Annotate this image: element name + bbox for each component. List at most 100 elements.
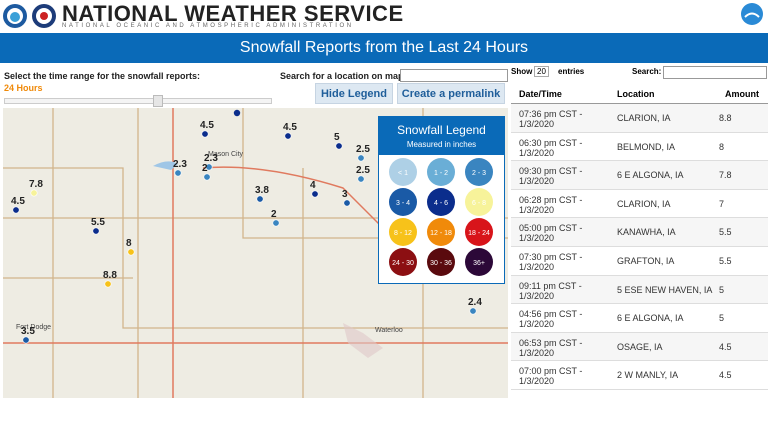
- map-marker: [12, 206, 20, 214]
- table-cell: 4.5: [719, 370, 732, 381]
- table-cell: OSAGE, IA: [617, 341, 663, 352]
- table-cell: 05:00 pm CST - 1/3/2020: [519, 223, 583, 244]
- map-marker: [233, 109, 241, 117]
- marker-label: 3: [342, 189, 348, 200]
- marker-label: 2: [202, 163, 208, 174]
- marker-label: 2.5: [356, 165, 370, 176]
- place-label: Fort Dodge: [16, 324, 51, 331]
- table-search[interactable]: [663, 66, 767, 79]
- table-cell: 5.5: [719, 255, 732, 266]
- legend-subtitle: Measured in inches: [406, 140, 477, 149]
- legend-swatch: [465, 248, 493, 276]
- legend-swatch: [465, 158, 493, 186]
- permalink-button[interactable]: Create a permalink: [397, 83, 505, 104]
- table-row: 09:11 pm CST - 1/3/2020 5 ESE NEW HAVEN, …: [511, 275, 768, 305]
- table-cell: 07:36 pm CST - 1/3/2020: [519, 109, 583, 129]
- table-row: 07:30 pm CST - 1/3/2020 GRAFTON, IA 5.5: [511, 247, 768, 276]
- range-track: [4, 98, 272, 104]
- legend-label: 4 - 6: [434, 200, 448, 207]
- place-label: Waterloo: [375, 327, 403, 334]
- table-cell: 7: [719, 198, 725, 209]
- map-marker: [343, 199, 351, 207]
- legend-title: Snowfall Legend: [397, 123, 486, 137]
- map-marker: [92, 227, 100, 235]
- range-value: 24 Hours: [4, 83, 43, 93]
- table-cell: 6 E ALGONA, IA: [617, 313, 684, 324]
- page-size-select[interactable]: 20: [534, 66, 549, 77]
- table-row: 04:56 pm CST - 1/3/2020 6 E ALGONA, IA 5: [511, 304, 768, 333]
- legend-label: 30 - 36: [430, 260, 452, 267]
- show-label: Show: [511, 67, 533, 76]
- map-marker: [174, 169, 182, 177]
- table-cell: 5 ESE NEW HAVEN, IA: [617, 284, 713, 295]
- table-cell: 6 E ALGONA, IA: [617, 170, 684, 181]
- table-cell: 06:30 pm CST - 1/3/2020: [519, 137, 583, 158]
- legend-swatch: [389, 218, 417, 246]
- table-cell: GRAFTON, IA: [617, 255, 675, 266]
- table-cell: 7.8: [719, 170, 732, 181]
- map-marker: [104, 280, 112, 288]
- legend-label: 18 - 24: [468, 230, 490, 237]
- hide-legend-button[interactable]: Hide Legend: [315, 83, 393, 104]
- legend-swatch: [427, 218, 455, 246]
- legend-label: 12 - 18: [430, 230, 452, 237]
- legend-label: 3 - 4: [396, 200, 410, 207]
- legend-swatches: < 1 1 - 2 2 - 3 3 - 4 4 - 6 6 - 8 8 - 12 12 - 1…: [389, 158, 493, 276]
- map-marker: [22, 336, 30, 344]
- map-marker: [201, 130, 209, 138]
- search-label: Search:: [632, 67, 662, 76]
- logos: [3, 4, 56, 28]
- marker-label: 4.5: [200, 120, 214, 131]
- site-title: NATIONAL WEATHER SERVICE: [62, 1, 404, 26]
- legend-panel: Snowfall Legend Measured in inches < 1 1 …: [378, 116, 505, 284]
- search-label: Search for a location on map:: [280, 71, 407, 81]
- marker-label: 4.5: [283, 122, 297, 133]
- table-row: 09:30 pm CST - 1/3/2020 6 E ALGONA, IA 7.8: [511, 161, 768, 190]
- noaa-icon: [741, 3, 763, 25]
- legend-swatch: [389, 158, 417, 186]
- table-cell: 07:30 pm CST - 1/3/2020: [519, 251, 583, 272]
- table-cell: 8: [719, 141, 725, 152]
- table-cell: CLARION, IA: [617, 113, 671, 123]
- legend-swatch: [389, 248, 417, 276]
- table-cell: 04:56 pm CST - 1/3/2020: [519, 309, 583, 330]
- marker-label: 2.4: [468, 297, 482, 308]
- table-row: 07:36 pm CST - 1/3/2020 CLARION, IA 8.8: [511, 104, 768, 133]
- table-cell: 4.5: [719, 341, 732, 352]
- marker-label: 2: [271, 209, 277, 220]
- table-cell: 2 W MANLY, IA: [617, 370, 679, 381]
- column-header[interactable]: Location: [617, 89, 655, 99]
- marker-label: 5.5: [91, 217, 105, 228]
- place-label: Mason City: [208, 151, 244, 158]
- map-marker: [203, 173, 211, 181]
- table-row: 05:00 pm CST - 1/3/2020 KANAWHA, IA 5.5: [511, 218, 768, 247]
- map-marker: [272, 219, 280, 227]
- page-banner: Snowfall Reports from the Last 24 Hours: [0, 33, 768, 63]
- map-marker: [357, 154, 365, 162]
- table-row: 06:30 pm CST - 1/3/2020 BELMOND, IA 8: [511, 133, 768, 162]
- legend-swatch: [427, 158, 455, 186]
- marker-label: 3.5: [21, 326, 35, 337]
- column-header[interactable]: Amount: [725, 89, 759, 99]
- legend-label: 36+: [473, 260, 485, 267]
- table-cell: CLARION, IA: [617, 198, 671, 209]
- legend-label: 8 - 12: [394, 230, 412, 237]
- table-row: 07:00 pm CST - 1/3/2020 2 W MANLY, IA 4.5: [511, 361, 768, 390]
- map-search[interactable]: [400, 69, 508, 82]
- table-cell: 5: [719, 313, 725, 324]
- table-cell: BELMOND, IA: [617, 141, 676, 152]
- legend-swatch: [427, 248, 455, 276]
- range-slider[interactable]: [153, 95, 163, 107]
- map-marker: [127, 248, 135, 256]
- map-marker: [256, 195, 264, 203]
- marker-label: 7.8: [29, 179, 43, 190]
- reports-table: Show 20 entries Search: Date/Time Locatio…: [511, 66, 768, 390]
- map-marker: [357, 175, 365, 183]
- legend-swatch: [465, 218, 493, 246]
- column-header[interactable]: Date/Time: [519, 89, 562, 99]
- marker-label: 3.8: [255, 185, 269, 196]
- entries-label: entries: [558, 67, 585, 76]
- marker-label: 4: [310, 180, 316, 191]
- marker-label: 2.3: [204, 153, 218, 164]
